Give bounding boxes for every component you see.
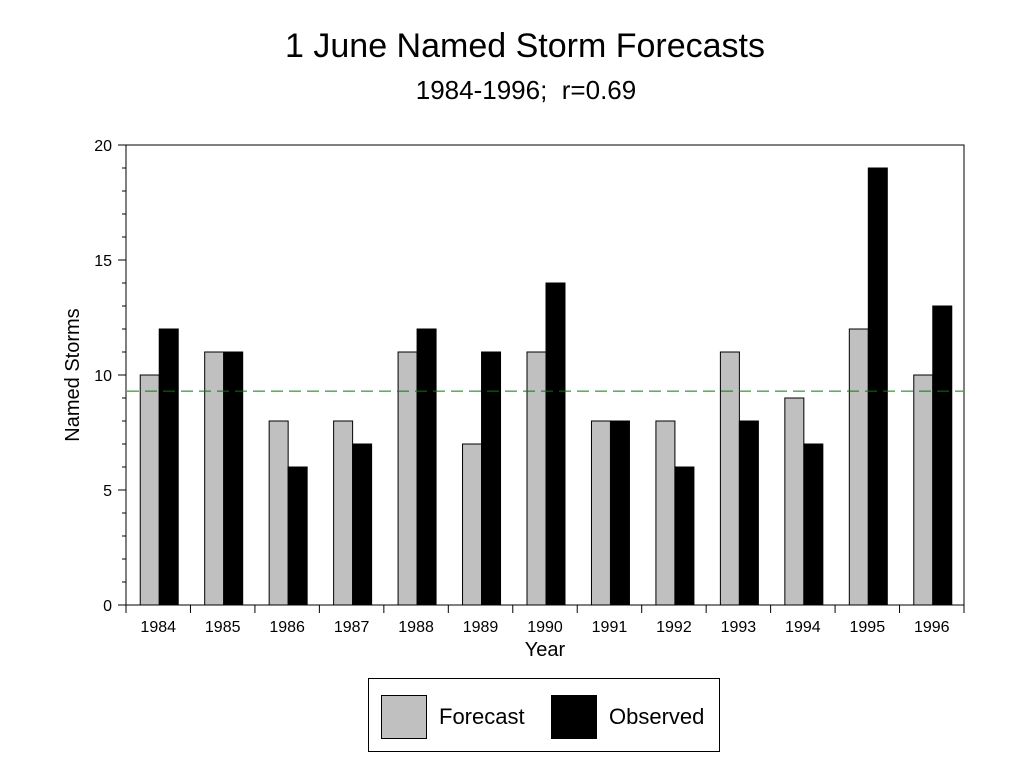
legend-label-observed: Observed: [609, 704, 705, 729]
x-tick-label-1988: 1988: [398, 619, 434, 636]
bar-forecast-1990: [526, 351, 547, 606]
bar-observed-1993: [738, 420, 759, 606]
bar-forecast-1984: [139, 374, 160, 606]
bar-forecast-1989: [462, 443, 483, 606]
x-axis-label: Year: [525, 639, 566, 661]
y-tick-label: 10: [94, 368, 112, 385]
bar-forecast-1987: [333, 420, 354, 606]
bar-observed-1987: [352, 443, 373, 606]
bar-observed-1989: [481, 351, 502, 606]
x-tick-label-1992: 1992: [656, 619, 692, 636]
bar-observed-1985: [223, 351, 244, 606]
bar-forecast-1991: [590, 420, 611, 606]
x-tick-label-1994: 1994: [785, 619, 821, 636]
bar-forecast-1986: [268, 420, 289, 606]
legend-item-forecast: Forecast: [381, 695, 525, 739]
bar-observed-1984: [158, 328, 179, 606]
bar-observed-1992: [674, 466, 695, 606]
x-tick-label-1987: 1987: [334, 619, 370, 636]
bars-group: [139, 167, 953, 606]
bar-observed-1996: [932, 305, 953, 606]
x-tick-label-1986: 1986: [269, 619, 305, 636]
bar-observed-1995: [867, 167, 888, 606]
bar-observed-1991: [609, 420, 630, 606]
legend-swatch-observed: [551, 695, 597, 739]
bar-observed-1990: [545, 282, 566, 606]
bar-forecast-1992: [655, 420, 676, 606]
chart-subtitle: 1984-1996; r=0.69: [415, 75, 637, 105]
bar-forecast-1985: [204, 351, 225, 606]
y-tick-label: 5: [103, 483, 112, 500]
y-axis-label: Named Storms: [62, 308, 84, 441]
x-tick-label-1995: 1995: [850, 619, 886, 636]
x-axis: 1984 1985 1986 1987 1988 1989 1990 1991 1992 1993…: [125, 605, 965, 636]
x-tick-label-1984: 1984: [140, 619, 176, 636]
bar-forecast-1996: [913, 374, 934, 606]
legend-label-forecast: Forecast: [439, 704, 525, 729]
bar-forecast-1993: [719, 351, 740, 606]
x-tick-label-1985: 1985: [205, 619, 241, 636]
legend-item-observed: Observed: [551, 695, 704, 739]
y-tick-label: 15: [94, 253, 112, 270]
legend: Forecast Observed: [368, 678, 720, 752]
bar-observed-1988: [416, 328, 437, 606]
bar-forecast-1995: [848, 328, 869, 606]
y-tick-label: 20: [94, 138, 112, 155]
x-tick-label-1989: 1989: [463, 619, 499, 636]
bar-forecast-1994: [784, 397, 805, 606]
bar-observed-1994: [803, 443, 824, 606]
bar-observed-1986: [287, 466, 308, 606]
x-tick-label-1996: 1996: [914, 619, 950, 636]
bar-forecast-1988: [397, 351, 418, 606]
legend-swatch-forecast: [381, 695, 427, 739]
y-tick-label: 0: [103, 598, 112, 615]
chart-title: 1 June Named Storm Forecasts: [285, 27, 765, 65]
x-tick-label-1991: 1991: [592, 619, 628, 636]
x-tick-label-1993: 1993: [721, 619, 757, 636]
x-tick-label-1990: 1990: [527, 619, 563, 636]
y-axis: 0 5 10 15 20: [94, 138, 126, 615]
